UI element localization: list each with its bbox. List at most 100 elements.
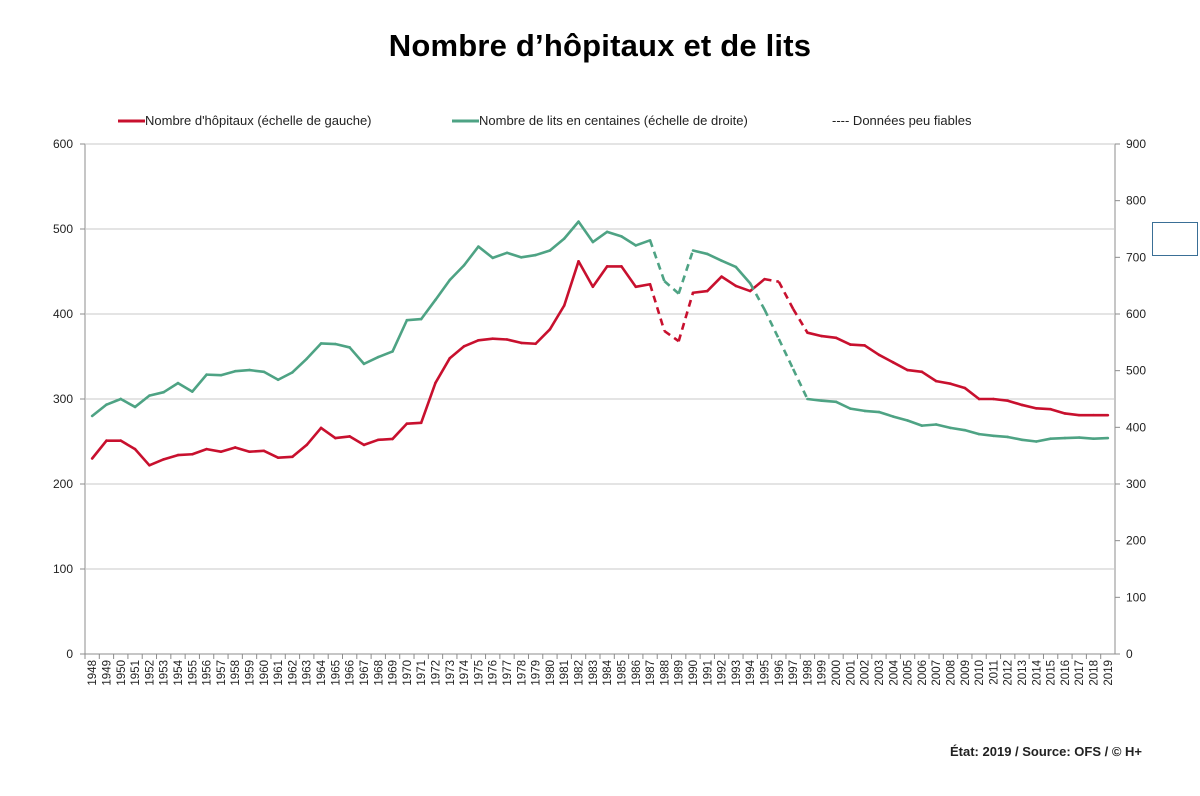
beds-segment-1989-unreliable: [677, 250, 695, 295]
beds-segment-1977: [505, 251, 523, 259]
hospitals-segment-2015: [1049, 407, 1067, 415]
beds-segment-1984: [605, 230, 623, 238]
beds-segment-1981: [562, 220, 580, 240]
x-tick-label: 2011: [988, 660, 1000, 685]
right-tick-label: 700: [1126, 250, 1146, 264]
x-tick-label: 1958: [230, 660, 242, 686]
beds-segment-2004: [891, 415, 909, 422]
hospitals-segment-1982: [577, 259, 595, 289]
beds-segment-1990: [691, 249, 709, 256]
hospitals-segment-1958: [233, 446, 251, 454]
hospitals-segment-1963: [305, 426, 323, 447]
hospitals-segment-1965: [334, 435, 351, 440]
x-tick-label: 1979: [531, 660, 543, 686]
beds-segment-2008: [949, 426, 967, 432]
x-tick-label: 1982: [574, 660, 586, 686]
hospitals-segment-2011: [992, 397, 1010, 403]
beds-segment-2011: [992, 434, 1010, 439]
beds-segment-1948: [90, 403, 108, 418]
x-tick-label: 1994: [745, 659, 757, 685]
x-tick-label: 1997: [788, 660, 800, 686]
beds-segment-1983: [591, 230, 609, 244]
left-tick-label: 100: [53, 562, 73, 576]
x-tick-label: 1955: [187, 660, 199, 686]
hospitals-segment-1976: [491, 337, 509, 341]
hospitals-segment-1977: [505, 338, 523, 345]
beds-segment-1997-unreliable: [791, 368, 809, 400]
hospitals-segment-1962: [291, 443, 309, 459]
x-tick-label: 1993: [731, 660, 743, 686]
beds-segment-1949: [105, 397, 123, 406]
x-tick-label: 2001: [845, 660, 857, 686]
x-tick-label: 1992: [717, 660, 729, 686]
x-tick-label: 1969: [388, 660, 400, 686]
hospitals-segment-2000: [834, 336, 852, 346]
hospitals-segment-1956: [205, 447, 223, 454]
x-tick-label: 2018: [1089, 660, 1101, 686]
beds-segment-2002: [863, 409, 881, 414]
beds-segment-1994-unreliable: [749, 282, 766, 311]
left-tick-label: 500: [53, 222, 73, 236]
x-tick-label: 1984: [602, 659, 614, 685]
x-tick-label: 1970: [402, 660, 414, 686]
beds-segment-1975: [477, 245, 495, 260]
x-tick-label: 1986: [631, 660, 643, 686]
hospitals-segment-1988-unreliable: [663, 329, 680, 343]
hospitals-segment-1979: [534, 327, 552, 346]
beds-segment-2009: [963, 428, 981, 436]
x-tick-label: 1964: [316, 659, 328, 685]
x-tick-label: 1948: [87, 660, 99, 686]
beds-segment-1969: [391, 318, 409, 353]
x-tick-label: 1980: [545, 660, 557, 686]
x-tick-label: 2003: [874, 660, 886, 686]
beds-segment-1985: [620, 235, 638, 247]
beds-segment-2007: [934, 423, 952, 430]
hospitals-segment-1964: [319, 426, 337, 440]
x-tick-label: 1985: [616, 660, 628, 686]
right-tick-label: 500: [1126, 364, 1146, 378]
hospitals-segment-1966: [348, 435, 366, 447]
beds-segment-1982: [577, 220, 595, 244]
x-tick-label: 1971: [416, 660, 428, 686]
hospitals-segment-1996-unreliable: [777, 281, 795, 310]
x-tick-label: 2004: [888, 659, 900, 685]
hospitals-segment-1980: [548, 304, 566, 331]
hospitals-segment-2008: [949, 382, 967, 390]
x-tick-label: 1987: [645, 660, 657, 686]
x-tick-label: 1998: [802, 660, 814, 686]
beds-segment-1964: [319, 342, 337, 346]
x-tick-label: 1991: [702, 660, 714, 686]
x-tick-label: 1966: [345, 660, 357, 686]
x-tick-label: 1965: [330, 660, 342, 686]
hospitals-segment-1967: [362, 438, 380, 447]
side-frame-box: [1152, 222, 1198, 256]
hospitals-segment-1952: [148, 458, 165, 467]
hospitals-segment-1951: [133, 447, 151, 467]
beds-segment-1957: [219, 369, 237, 377]
hospitals-segment-1953: [162, 453, 180, 461]
left-tick-label: 600: [53, 137, 73, 151]
hospitals-segment-2006: [920, 370, 938, 383]
right-tick-label: 900: [1126, 137, 1146, 151]
hospitals-segment-2012: [1006, 399, 1024, 407]
x-tick-label: 1989: [674, 660, 686, 686]
beds-segment-1966: [348, 346, 366, 366]
beds-segment-1973: [448, 263, 466, 282]
x-tick-label: 2013: [1017, 660, 1029, 686]
x-tick-label: 2009: [960, 660, 972, 686]
x-tick-label: 1949: [101, 660, 113, 686]
beds-segment-1951: [133, 394, 151, 409]
hospitals-segment-1987-unreliable: [648, 283, 666, 332]
x-tick-label: 1951: [130, 660, 142, 686]
axes: 0 100 200 300 400 500 600 0 100 200 300 400 500 600 70…: [53, 137, 1146, 686]
beds-segment-1988-unreliable: [663, 280, 680, 295]
hospitals-segment-1999: [820, 334, 838, 340]
beds-segment-1961: [276, 371, 294, 382]
hospitals-segment-1973: [448, 344, 466, 360]
x-tick-label: 1950: [116, 660, 128, 686]
hospitals-segment-1975: [477, 337, 495, 342]
beds-segment-1992: [720, 259, 738, 269]
hospitals-segment-1986: [634, 282, 652, 289]
left-tick-label: 300: [53, 392, 73, 406]
hospitals-segment-2002: [863, 344, 881, 357]
